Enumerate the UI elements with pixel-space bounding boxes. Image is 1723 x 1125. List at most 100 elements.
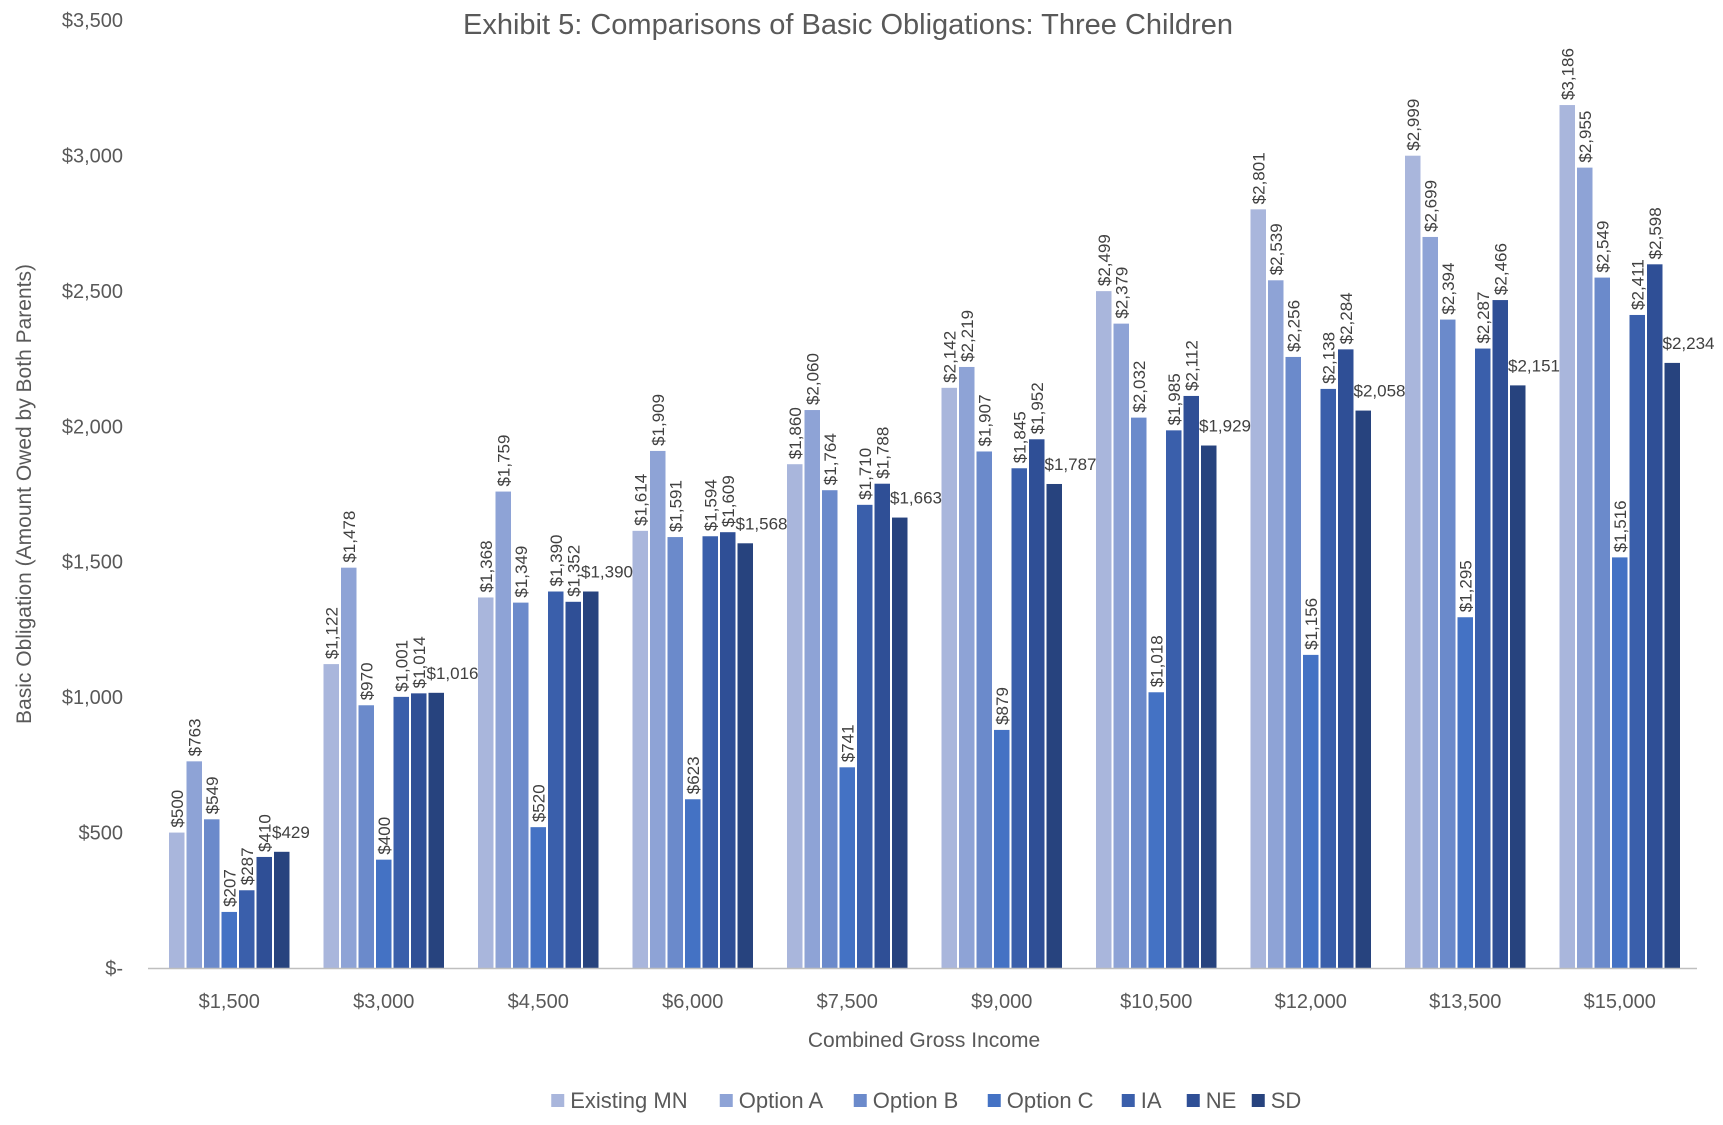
bar	[1201, 445, 1217, 968]
data-label: $1,909	[649, 394, 668, 446]
legend-swatch	[1121, 1094, 1135, 1107]
bar	[358, 705, 374, 968]
data-label: $2,060	[803, 353, 822, 405]
bar	[1096, 291, 1112, 968]
y-tick-label: $500	[79, 823, 124, 845]
data-label: $1,018	[1147, 635, 1166, 687]
data-label: $2,466	[1491, 243, 1510, 295]
bar	[411, 693, 427, 968]
data-label: $2,058	[1354, 382, 1406, 401]
bar	[513, 602, 529, 968]
y-tick-label: $2,500	[62, 281, 123, 303]
bar	[1029, 439, 1045, 968]
bar	[1422, 236, 1438, 969]
data-label: $1,014	[410, 636, 429, 688]
data-label: $2,539	[1267, 223, 1286, 275]
bar	[857, 504, 873, 968]
bar	[1594, 277, 1610, 968]
bar	[1268, 280, 1284, 968]
data-label: $2,234	[1663, 334, 1715, 353]
legend-label: Option C	[1007, 1088, 1094, 1113]
data-label: $2,801	[1249, 152, 1268, 204]
data-label: $1,591	[666, 480, 685, 532]
x-tick-label: $10,500	[1120, 991, 1192, 1013]
bar	[530, 827, 546, 968]
bar	[1148, 692, 1164, 968]
bar	[186, 761, 202, 968]
data-label: $500	[168, 790, 187, 828]
legend-item: IA	[1121, 1088, 1162, 1113]
data-label: $2,256	[1284, 300, 1303, 352]
x-tick-label: $12,000	[1275, 991, 1347, 1013]
data-label: $1,478	[340, 511, 359, 563]
legend-item: Option B	[853, 1088, 958, 1113]
data-label: $1,390	[581, 563, 633, 582]
bar	[548, 591, 564, 968]
data-label: $1,845	[1010, 411, 1029, 463]
data-label: $2,499	[1095, 234, 1114, 286]
bar	[1577, 167, 1593, 969]
data-label: $3,186	[1558, 48, 1577, 100]
data-label: $2,287	[1474, 292, 1493, 344]
data-label: $1,016	[427, 664, 479, 683]
bar	[874, 483, 890, 968]
bar	[274, 851, 290, 968]
data-label: $2,699	[1421, 180, 1440, 232]
legend-label: Existing MN	[570, 1088, 687, 1113]
x-tick-label: $7,500	[817, 991, 878, 1013]
bar	[650, 450, 666, 968]
data-label: $1,295	[1456, 560, 1475, 612]
data-label: $1,122	[322, 607, 341, 659]
data-label: $1,609	[719, 475, 738, 527]
data-label: $410	[255, 814, 274, 852]
legend-swatch	[1251, 1094, 1265, 1107]
data-label: $1,349	[512, 546, 531, 598]
bar	[720, 532, 736, 968]
bar	[204, 819, 220, 968]
data-label: $2,549	[1593, 221, 1612, 273]
data-label: $1,594	[701, 479, 720, 531]
data-label: $2,394	[1439, 263, 1458, 315]
y-tick-label: $3,000	[62, 145, 123, 167]
legend-item: SD	[1251, 1088, 1301, 1113]
bar	[428, 692, 444, 968]
data-label: $879	[993, 687, 1012, 725]
data-label: $520	[529, 784, 548, 822]
data-label: $970	[357, 662, 376, 700]
data-label: $2,032	[1130, 361, 1149, 413]
bar	[1647, 264, 1663, 969]
bar	[169, 832, 185, 968]
bar	[1612, 557, 1628, 968]
data-label: $1,907	[975, 394, 994, 446]
x-tick-label: $1,500	[199, 991, 260, 1013]
y-tick-label: $1,500	[62, 552, 123, 574]
data-label: $2,284	[1337, 292, 1356, 344]
data-label: $2,219	[958, 310, 977, 362]
legend-item: Option A	[719, 1088, 823, 1113]
legend-item: Existing MN	[551, 1088, 688, 1113]
bar	[1492, 300, 1508, 968]
data-label: $2,142	[940, 331, 959, 383]
x-axis-title: Combined Gross Income	[808, 1029, 1040, 1052]
data-label: $2,151	[1508, 356, 1560, 375]
data-label: $1,764	[821, 433, 840, 485]
data-label: $1,614	[631, 474, 650, 526]
data-label: $2,955	[1576, 111, 1595, 163]
bar	[941, 387, 957, 969]
legend-swatch	[987, 1094, 1001, 1107]
x-tick-label: $3,000	[353, 991, 414, 1013]
bar	[1629, 314, 1645, 968]
bar	[1285, 356, 1301, 968]
x-tick-label: $15,000	[1584, 991, 1656, 1013]
bar	[478, 597, 494, 968]
bar	[1320, 388, 1336, 968]
data-label: $1,368	[477, 540, 496, 592]
bar	[1457, 617, 1473, 968]
data-labels-group: $500 $1,122 $1,368 $1,614 $1,860 $2,142 $2,499…	[168, 48, 1715, 907]
bar	[1183, 395, 1199, 968]
bar	[1011, 468, 1027, 968]
bar	[822, 490, 838, 968]
data-label: $1,001	[392, 640, 411, 692]
